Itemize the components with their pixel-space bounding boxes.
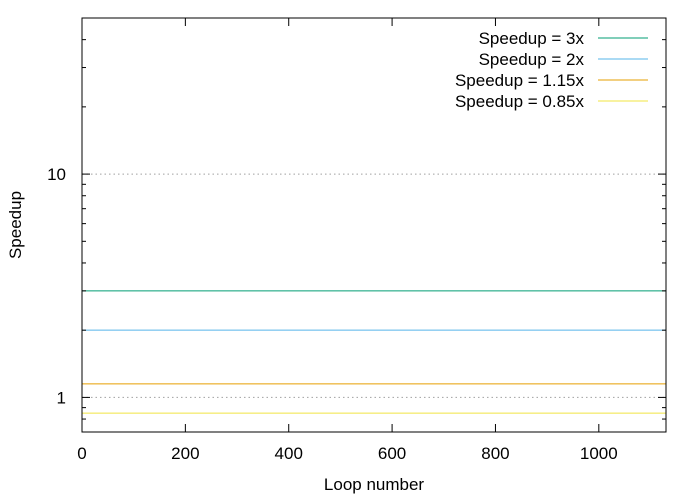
legend-label-2: Speedup = 1.15x <box>455 71 585 90</box>
x-tick-label-5: 1000 <box>580 444 618 463</box>
legend-label-3: Speedup = 0.85x <box>455 92 585 111</box>
x-tick-label-2: 400 <box>275 444 303 463</box>
x-tick-label-1: 200 <box>171 444 199 463</box>
grid-lines <box>82 173 666 398</box>
y-tick-label-1: 10 <box>47 165 66 184</box>
x-tick-label-4: 800 <box>481 444 509 463</box>
legend-label-0: Speedup = 3x <box>479 29 585 48</box>
series-lines <box>82 290 666 414</box>
y-tick-label-0: 1 <box>57 388 66 407</box>
y-axis-label: Speedup <box>6 191 25 259</box>
plot-frame-rect <box>81 17 667 433</box>
legend-label-1: Speedup = 2x <box>479 50 585 69</box>
x-tick-label-3: 600 <box>378 444 406 463</box>
plot-frame <box>81 17 667 433</box>
x-tick-label-0: 0 <box>77 444 86 463</box>
x-axis-label: Loop number <box>324 475 425 494</box>
axis-ticks: 0 200 400 600 800 1000 1 10 <box>47 17 666 463</box>
legend: Speedup = 3x Speedup = 2x Speedup = 1.15x S… <box>455 29 648 111</box>
